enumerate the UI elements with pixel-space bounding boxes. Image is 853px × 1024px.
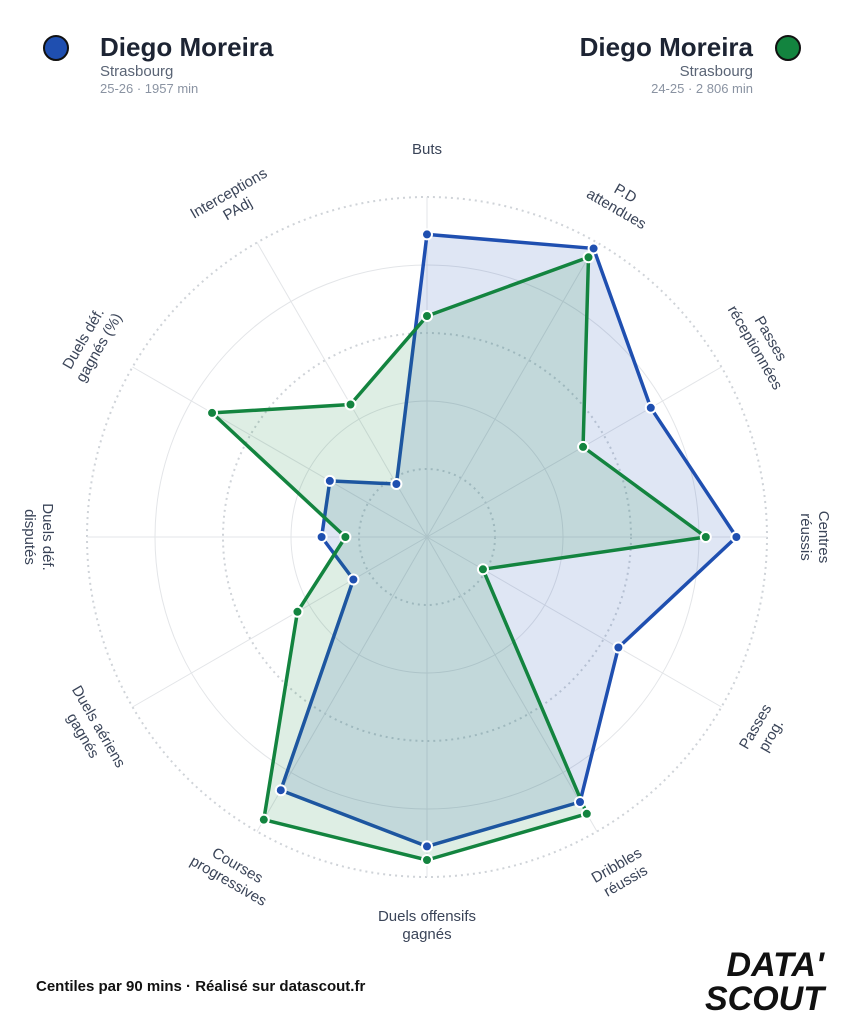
data-point bbox=[644, 401, 657, 414]
axis-label: Coursesprogressives bbox=[187, 837, 278, 910]
footer: Centiles par 90 mins · Réalisé sur datas… bbox=[36, 978, 365, 995]
data-point bbox=[476, 563, 489, 576]
data-point bbox=[582, 251, 595, 264]
axis-label: Duels déf.gagnés (%) bbox=[57, 301, 126, 385]
legend-name: Diego Moreira bbox=[580, 32, 754, 62]
data-point bbox=[421, 228, 433, 241]
data-point bbox=[574, 796, 586, 809]
legend-club: Strasbourg bbox=[680, 63, 753, 80]
axis-spoke bbox=[132, 536, 428, 708]
data-point bbox=[274, 784, 287, 797]
data-point bbox=[421, 854, 433, 866]
axis-label: Duels offensifs gagnés bbox=[378, 908, 476, 943]
logo: DATA' bbox=[727, 946, 826, 984]
axis-label: InterceptionsPAdj bbox=[187, 165, 279, 238]
axis-spoke bbox=[426, 536, 722, 708]
axis-spoke bbox=[426, 242, 598, 538]
axis-spoke bbox=[132, 366, 428, 538]
data-point bbox=[612, 641, 625, 654]
legend-marker bbox=[43, 35, 69, 61]
axis-label: Duels aériensgagnés bbox=[52, 683, 128, 780]
data-point bbox=[206, 406, 219, 419]
axis-label: Passesréceptionnées bbox=[724, 294, 801, 393]
axis-spoke bbox=[426, 366, 722, 538]
data-point bbox=[291, 605, 304, 618]
radar: Buts P.Dattendues Passesréceptionnées Centr… bbox=[21, 141, 832, 943]
legend-club: Strasbourg bbox=[100, 63, 173, 80]
axis-label: Passesprog. bbox=[736, 701, 791, 761]
data-point bbox=[580, 807, 593, 820]
data-point bbox=[699, 531, 712, 543]
axis-label: Duels déf.disputés bbox=[21, 503, 56, 571]
data-point bbox=[347, 573, 360, 586]
data-point bbox=[730, 531, 743, 543]
axis-label: P.Dattendues bbox=[583, 170, 658, 233]
data-point bbox=[323, 474, 336, 487]
axis-label: Centresréussis bbox=[797, 511, 832, 564]
axis-label: Dribblesréussis bbox=[589, 845, 654, 903]
data-point bbox=[315, 531, 328, 543]
legend-period: 24-25 · 2 806 min bbox=[651, 81, 753, 96]
legend-marker bbox=[775, 35, 801, 61]
data-point bbox=[421, 840, 433, 853]
axis-spoke bbox=[426, 536, 598, 832]
data-point bbox=[587, 242, 600, 255]
data-point bbox=[339, 531, 352, 543]
axis-label: Buts bbox=[412, 141, 442, 158]
data-point bbox=[577, 440, 590, 453]
data-point bbox=[421, 310, 433, 322]
data-point bbox=[390, 477, 403, 490]
legend-period: 25-26 · 1957 min bbox=[100, 81, 198, 96]
logo: SCOUT bbox=[705, 980, 827, 1018]
legend-name: Diego Moreira bbox=[100, 32, 274, 62]
data-point bbox=[344, 398, 357, 411]
data-point bbox=[257, 813, 270, 826]
